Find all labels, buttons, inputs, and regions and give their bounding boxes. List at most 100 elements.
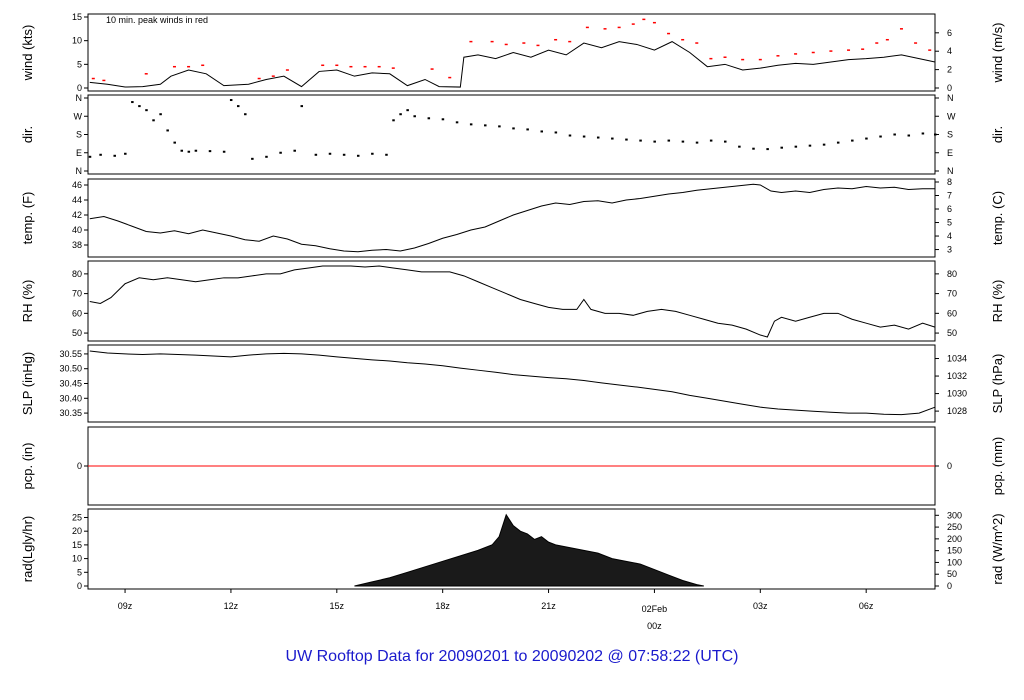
left-tick-label-wind: 15 [72, 12, 82, 22]
right-tick-label-rh: 60 [947, 308, 957, 318]
right-tick-label-slp: 1034 [947, 354, 967, 364]
right-axis-label-temp: temp. (C) [990, 191, 1005, 245]
left-tick-label-slp: 30.55 [59, 349, 82, 359]
wind-direction-mark [138, 105, 141, 108]
right-axis-label-rad: rad (W/m^2) [990, 513, 1005, 584]
peak-wind-mark [652, 21, 656, 24]
peak-wind-mark [631, 23, 635, 25]
left-tick-label-temp: 40 [72, 225, 82, 235]
wind-direction-mark [145, 109, 148, 112]
right-tick-label-temp: 8 [947, 177, 952, 187]
left-tick-label-temp: 38 [72, 240, 82, 250]
peak-wind-mark [504, 43, 508, 46]
left-tick-label-temp: 44 [72, 195, 82, 205]
chart-title: UW Rooftop Data for 20090201 to 20090202… [285, 648, 739, 665]
left-tick-label-wind: 0 [77, 83, 82, 93]
peak-wind-mark [448, 76, 452, 79]
right-tick-label-rh: 70 [947, 289, 957, 299]
peak-wind-mark [914, 42, 918, 44]
peak-wind-mark [709, 57, 713, 60]
wind-direction-mark [851, 139, 854, 142]
right-axis-label-rh: RH (%) [990, 280, 1005, 323]
wind-direction-mark [469, 123, 473, 126]
peak-wind-mark [603, 28, 607, 30]
peak-wind-mark [91, 77, 95, 80]
wind-direction-mark [88, 155, 92, 158]
right-tick-label-wind: 4 [947, 46, 952, 56]
right-tick-label-dir: N [947, 93, 954, 103]
left-tick-label-dir: E [76, 148, 82, 158]
peak-wind-mark [723, 56, 727, 58]
wind-direction-mark [208, 150, 212, 153]
left-tick-label-wind: 5 [77, 59, 82, 69]
x-tick-label: 03z [753, 601, 768, 611]
peak-wind-annotation: 10 min. peak winds in red [106, 15, 208, 25]
wind-direction-mark [113, 154, 116, 157]
right-tick-label-rad: 150 [947, 546, 962, 556]
wind-direction-mark [314, 153, 318, 156]
peak-wind-mark [321, 64, 325, 67]
series-line-wind [89, 41, 936, 88]
right-tick-label-wind: 6 [947, 28, 952, 38]
wind-direction-mark [166, 129, 169, 132]
peak-wind-mark [642, 18, 646, 21]
wind-direction-mark [455, 121, 459, 124]
wind-direction-mark [752, 147, 755, 150]
left-tick-label-slp: 30.50 [59, 364, 82, 374]
peak-wind-mark [695, 42, 699, 44]
left-tick-label-wind: 10 [72, 36, 82, 46]
wind-direction-mark [392, 119, 395, 122]
peak-wind-mark [172, 65, 176, 68]
peak-wind-mark [667, 32, 671, 35]
series-line-temp [89, 183, 935, 253]
panel-frame-rh [87, 260, 936, 342]
left-tick-label-temp: 42 [72, 210, 82, 220]
left-tick-label-rad: 5 [77, 567, 82, 577]
left-tick-label-rad: 10 [72, 554, 82, 564]
peak-wind-mark [928, 49, 932, 51]
left-axis-label-wind: wind (kts) [20, 25, 35, 82]
peak-wind-mark [617, 26, 621, 29]
peak-wind-mark [490, 40, 494, 43]
wind-direction-mark [808, 144, 812, 147]
wind-direction-mark [328, 152, 332, 155]
peak-wind-mark [861, 48, 865, 50]
wind-direction-mark [427, 117, 431, 120]
wind-direction-mark [921, 132, 925, 135]
peak-wind-mark [377, 65, 381, 68]
wind-direction-mark [180, 149, 184, 152]
wind-direction-mark [99, 153, 102, 156]
wind-direction-mark [159, 113, 162, 116]
series-line-rh [89, 265, 936, 338]
peak-wind-mark [201, 64, 205, 67]
wind-direction-mark [596, 136, 600, 139]
left-tick-label-rad: 20 [72, 526, 82, 536]
left-tick-label-rad: 25 [72, 512, 82, 522]
wind-direction-mark [794, 145, 798, 148]
right-tick-label-temp: 5 [947, 218, 952, 228]
left-axis-label-pcp: pcp. (in) [20, 443, 35, 490]
wind-direction-mark [554, 131, 558, 134]
peak-wind-mark [847, 49, 851, 51]
right-axis-label-slp: SLP (hPa) [990, 354, 1005, 414]
wind-direction-mark [625, 138, 628, 141]
wind-direction-mark [934, 133, 937, 136]
right-axis-label-wind: wind (m/s) [990, 23, 1005, 84]
wind-direction-mark [173, 141, 176, 144]
peak-wind-mark [285, 69, 289, 71]
wind-direction-mark [371, 152, 374, 155]
peak-wind-mark [829, 50, 833, 52]
wind-direction-mark [406, 109, 409, 112]
x-tick-date-label: 02Feb [642, 604, 668, 614]
left-tick-label-temp: 46 [72, 180, 82, 190]
left-tick-label-rh: 80 [72, 269, 82, 279]
wind-direction-mark [738, 145, 741, 148]
peak-wind-mark [875, 42, 879, 44]
wind-direction-mark [780, 146, 783, 149]
right-tick-label-rad: 200 [947, 534, 962, 544]
peak-wind-mark [335, 64, 339, 67]
wind-direction-mark [279, 151, 282, 154]
wind-direction-mark [131, 101, 134, 104]
wind-direction-mark [300, 105, 304, 108]
